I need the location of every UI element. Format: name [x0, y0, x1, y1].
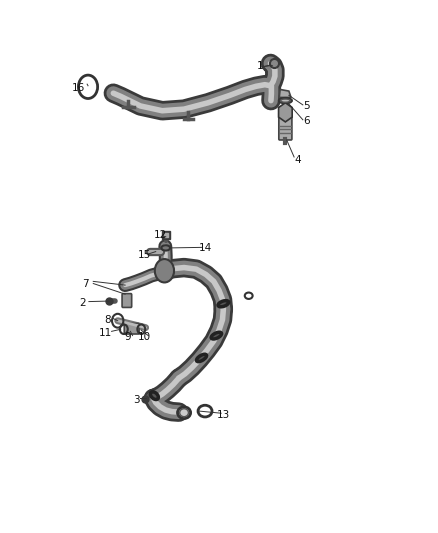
FancyBboxPatch shape [122, 294, 132, 308]
Ellipse shape [281, 99, 290, 102]
FancyBboxPatch shape [279, 112, 292, 140]
Text: 8: 8 [104, 314, 111, 325]
Ellipse shape [197, 354, 207, 361]
Ellipse shape [279, 98, 292, 103]
Polygon shape [279, 103, 292, 122]
Text: 4: 4 [294, 155, 301, 165]
Circle shape [155, 259, 174, 282]
Text: 2: 2 [79, 297, 86, 308]
Ellipse shape [218, 301, 229, 307]
Text: 6: 6 [303, 116, 310, 126]
Polygon shape [279, 90, 291, 98]
Text: 1: 1 [257, 61, 264, 70]
Ellipse shape [180, 409, 188, 417]
Text: 5: 5 [303, 101, 310, 111]
Text: 16: 16 [72, 83, 85, 93]
Text: 7: 7 [82, 279, 89, 288]
FancyBboxPatch shape [124, 324, 139, 334]
Text: 10: 10 [138, 332, 151, 342]
Text: 11: 11 [99, 328, 112, 338]
Text: 3: 3 [133, 395, 139, 406]
Text: 15: 15 [138, 250, 152, 260]
Text: 13: 13 [217, 410, 230, 421]
Text: 9: 9 [124, 332, 131, 342]
Text: 12: 12 [153, 230, 167, 240]
Ellipse shape [150, 392, 159, 400]
Ellipse shape [177, 407, 191, 418]
Ellipse shape [161, 245, 170, 251]
Text: 14: 14 [199, 243, 212, 253]
Ellipse shape [211, 332, 222, 339]
